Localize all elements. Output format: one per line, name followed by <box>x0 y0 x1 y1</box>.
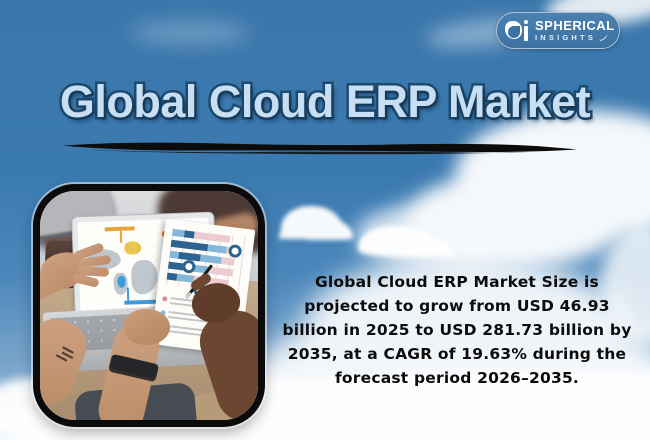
cloud-shape <box>358 226 438 256</box>
title-underline-brush <box>63 142 577 155</box>
brand-name: SPHERICAL INSIGHTS <box>535 19 615 42</box>
description-line: forecast period 2026–2035. <box>334 369 580 387</box>
map-label-connector <box>119 230 123 243</box>
world-map-continent <box>130 259 158 295</box>
logo-swoosh-icon <box>598 34 609 41</box>
map-label-connector <box>126 287 130 301</box>
brand-name-primary: SPHERICAL <box>535 18 615 33</box>
hand-center-fist <box>124 309 170 345</box>
cloud-shape <box>281 206 343 236</box>
cloud-shape <box>130 22 250 44</box>
market-description: Global Cloud ERP Market Size is projecte… <box>268 270 646 390</box>
description-line: projected to grow from USD 46.93 <box>304 297 610 315</box>
brand-logo: SPHERICAL INSIGHTS <box>496 12 620 49</box>
logo-mark-icon <box>505 19 529 43</box>
logo-i-bar <box>524 25 528 41</box>
page-title: Global Cloud ERP Market <box>57 74 593 130</box>
photo-card <box>33 184 265 427</box>
map-highlight-yellow <box>124 241 142 255</box>
description-line: Global Cloud ERP Market Size is <box>315 273 599 291</box>
logo-globe-cut <box>508 25 520 38</box>
description-line: 2035, at a CAGR of 19.63% during the <box>287 345 627 363</box>
description-line: billion in 2025 to USD 281.73 billion by <box>282 321 632 339</box>
cloud-shape <box>455 110 650 240</box>
map-label-blue <box>124 299 159 305</box>
logo-i-dot <box>524 19 528 24</box>
brand-name-secondary: INSIGHTS <box>535 33 597 43</box>
